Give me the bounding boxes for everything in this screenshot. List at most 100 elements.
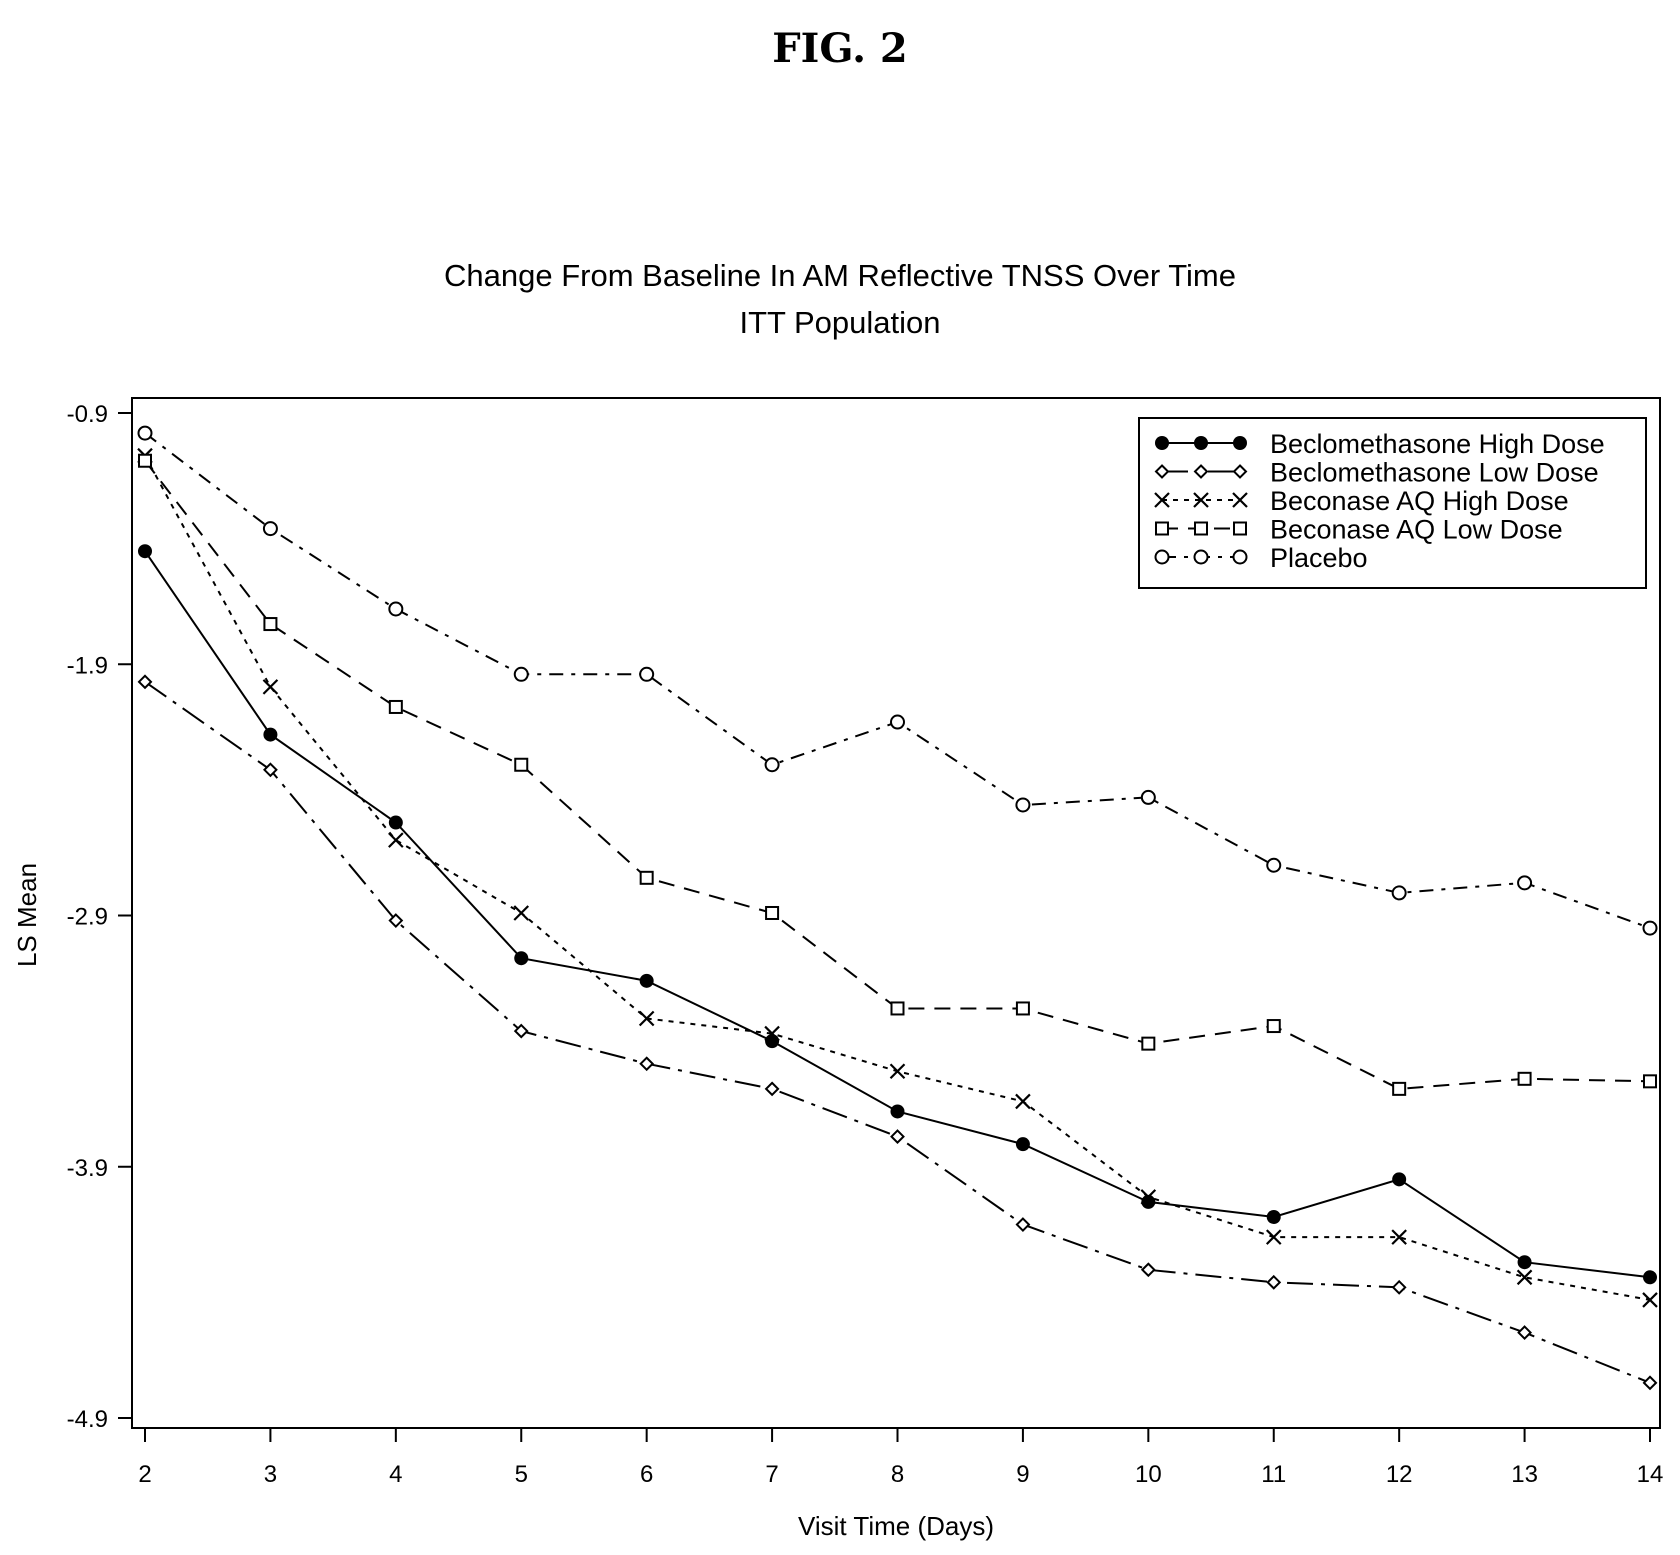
x-tick-label: 13	[1511, 1461, 1538, 1488]
data-point	[1140, 789, 1156, 805]
data-point	[1232, 464, 1248, 479]
x-tick-label: 5	[515, 1461, 528, 1488]
x-tick-label: 10	[1135, 1461, 1162, 1488]
legend-label: Beclomethasone High Dose	[1270, 429, 1605, 459]
data-point	[1194, 436, 1208, 450]
data-point	[1517, 875, 1533, 891]
data-point	[1643, 1270, 1657, 1285]
data-point	[1154, 464, 1170, 479]
y-axis: -0.9 -1.9 -2.9 -3.9 -4.9	[67, 401, 132, 1433]
data-point	[1643, 1074, 1657, 1089]
data-point	[1391, 1229, 1407, 1245]
data-point	[263, 617, 278, 632]
data-point	[388, 699, 403, 714]
y-axis-label: LS Mean	[12, 863, 42, 967]
y-tick-label: -2.9	[67, 904, 108, 931]
data-point	[1141, 1194, 1156, 1209]
data-point	[1266, 857, 1282, 873]
x-tick-label: 4	[389, 1461, 402, 1488]
series-3	[138, 453, 1657, 1096]
data-point	[1015, 1001, 1030, 1016]
legend-label: Beconase AQ High Dose	[1270, 486, 1569, 516]
data-point	[1517, 1325, 1532, 1340]
data-point	[890, 1001, 905, 1016]
data-point	[1642, 1292, 1658, 1308]
data-point	[1193, 549, 1209, 565]
data-point	[1015, 797, 1031, 813]
data-point	[388, 815, 403, 830]
series-4	[137, 425, 1658, 936]
x-tick-label: 3	[264, 1461, 277, 1488]
data-point	[1517, 1071, 1532, 1086]
data-point	[513, 666, 529, 682]
data-point	[513, 905, 530, 921]
data-point	[1140, 1262, 1156, 1278]
series-0	[138, 544, 1657, 1285]
figure-label: FIG. 2	[772, 25, 908, 72]
x-axis-label: Visit Time (Days)	[798, 1511, 994, 1541]
data-point	[639, 666, 655, 682]
data-point	[639, 973, 654, 988]
data-point	[1266, 1210, 1281, 1224]
series-line	[144, 550, 1651, 1279]
data-point	[1194, 521, 1208, 536]
data-point	[1015, 1217, 1031, 1232]
data-point	[1516, 1269, 1533, 1286]
x-tick-label: 14	[1637, 1461, 1664, 1488]
legend-label: Beconase AQ Low Dose	[1270, 515, 1563, 545]
data-point	[1233, 436, 1247, 450]
x-tick-label: 7	[765, 1461, 778, 1488]
data-point	[764, 1081, 780, 1097]
series-line	[144, 680, 1651, 1384]
data-point	[514, 951, 529, 966]
data-point	[137, 674, 153, 690]
legend-box	[1138, 417, 1647, 589]
data-point	[262, 521, 278, 537]
y-tick-label: -1.9	[67, 652, 108, 679]
data-point	[1266, 1274, 1282, 1290]
data-point	[138, 544, 152, 559]
chart-subtitle: ITT Population	[739, 305, 940, 340]
data-point	[764, 1025, 780, 1042]
data-point	[513, 1023, 529, 1039]
data-point	[765, 905, 780, 920]
data-point	[765, 1034, 780, 1049]
data-point	[890, 1129, 905, 1145]
data-point	[137, 425, 153, 441]
legend-label: Placebo	[1270, 543, 1368, 573]
x-tick-label: 2	[138, 1461, 151, 1488]
data-point	[262, 679, 279, 695]
data-point	[1232, 549, 1248, 565]
data-point	[514, 757, 529, 772]
data-point	[889, 1063, 906, 1080]
data-point	[638, 1010, 655, 1027]
x-tick-label: 12	[1386, 1461, 1413, 1488]
data-point	[1392, 1172, 1407, 1187]
data-point	[1015, 1093, 1031, 1110]
data-point	[1266, 1019, 1281, 1034]
data-point	[1155, 521, 1169, 536]
y-tick-label: -0.9	[67, 401, 108, 428]
data-point	[138, 453, 152, 468]
data-point	[388, 832, 404, 848]
plot-frame	[131, 397, 1661, 1429]
data-point	[1140, 1189, 1157, 1205]
data-point	[890, 714, 905, 730]
data-point	[388, 601, 404, 617]
y-tick-label: -4.9	[67, 1406, 108, 1433]
data-point	[388, 913, 404, 928]
data-point	[1391, 1279, 1407, 1295]
data-point	[1265, 1229, 1282, 1245]
data-point	[1642, 1375, 1658, 1391]
legend-label: Beclomethasone Low Dose	[1270, 458, 1599, 488]
data-point	[1141, 1036, 1156, 1051]
data-point	[639, 870, 654, 885]
data-point	[1232, 492, 1248, 508]
data-point	[1233, 521, 1247, 536]
data-point	[263, 727, 278, 742]
data-point	[1155, 436, 1169, 450]
data-point	[1193, 492, 1209, 508]
data-point	[1015, 1137, 1030, 1152]
